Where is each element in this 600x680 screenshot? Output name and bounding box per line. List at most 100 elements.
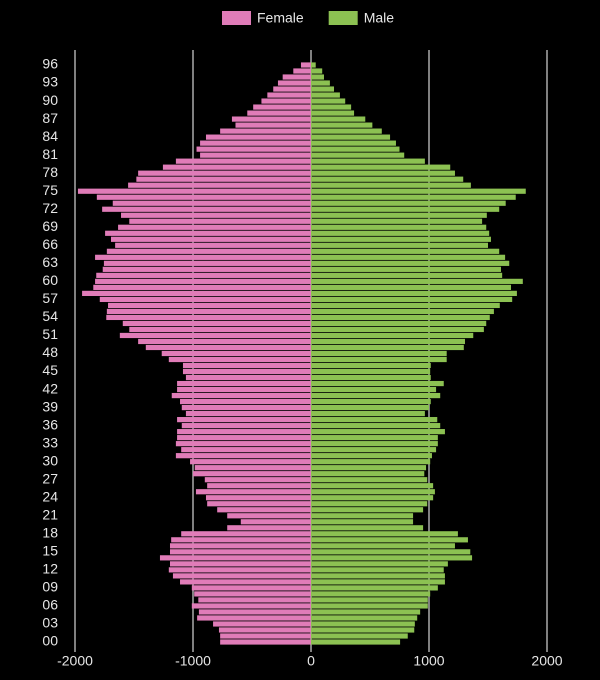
bar: [177, 429, 311, 435]
bar: [311, 579, 445, 585]
bar: [311, 284, 512, 290]
bar: [311, 68, 323, 74]
bar: [311, 338, 465, 345]
bar: [240, 519, 311, 525]
bar: [161, 350, 311, 357]
bar: [128, 182, 311, 188]
bar: [175, 441, 311, 447]
bar: [171, 392, 311, 399]
bar: [311, 597, 428, 603]
bar: [110, 236, 312, 242]
bar: [311, 423, 441, 429]
bar: [311, 86, 335, 92]
bar: [311, 326, 484, 333]
bar: [311, 362, 431, 369]
bar: [194, 465, 311, 471]
bar: [311, 158, 425, 164]
bar: [181, 404, 311, 411]
bar: [311, 621, 415, 627]
y-tick-label: 69: [42, 218, 58, 234]
y-tick-label: 87: [42, 110, 58, 126]
bar: [311, 116, 366, 122]
y-tick-label: 75: [42, 182, 58, 198]
bar: [311, 591, 431, 597]
bar: [311, 320, 487, 327]
y-tick-label: 12: [42, 561, 58, 577]
bar: [311, 278, 523, 284]
bar: [95, 254, 311, 260]
bar: [311, 272, 503, 278]
bar: [311, 80, 330, 86]
bar: [181, 447, 311, 453]
bar: [205, 134, 311, 140]
bar: [115, 242, 312, 248]
bar: [227, 525, 311, 531]
bar: [220, 639, 311, 645]
y-tick-label: 48: [42, 344, 58, 360]
bar: [175, 453, 311, 459]
bar: [311, 519, 414, 525]
y-tick-label: 09: [42, 579, 58, 595]
y-tick-label: 96: [42, 56, 58, 72]
y-tick-label: 18: [42, 525, 58, 541]
y-tick-label: 42: [42, 380, 58, 396]
bar: [311, 543, 455, 549]
bar: [311, 182, 471, 188]
bar: [217, 507, 311, 513]
bar: [182, 368, 311, 375]
y-tick-label: 90: [42, 92, 58, 108]
bar: [172, 573, 311, 579]
bar: [311, 332, 474, 339]
y-tick-label: 84: [42, 128, 58, 144]
bar: [213, 621, 311, 627]
bar: [311, 573, 445, 579]
bar: [311, 308, 494, 315]
bar: [311, 483, 434, 489]
bar: [159, 555, 311, 561]
y-tick-label: 27: [42, 470, 58, 486]
bar: [311, 374, 431, 381]
bar: [235, 122, 311, 128]
bar: [194, 591, 311, 597]
legend-label: Female: [257, 10, 304, 26]
bar: [105, 230, 311, 236]
bar: [177, 417, 311, 423]
bar: [145, 344, 311, 351]
bar: [136, 176, 311, 182]
bar: [99, 296, 311, 303]
bar: [311, 194, 516, 200]
bar: [103, 260, 311, 266]
bar: [311, 417, 438, 423]
bar: [77, 188, 311, 194]
bar: [138, 170, 311, 176]
bar: [311, 380, 444, 387]
y-tick-label: 66: [42, 236, 58, 252]
bar: [119, 332, 311, 339]
bar: [177, 380, 311, 387]
bar: [311, 639, 401, 645]
bar: [138, 338, 311, 345]
bar: [197, 615, 311, 621]
y-tick-label: 45: [42, 362, 58, 378]
bar: [207, 501, 311, 507]
bar: [311, 350, 447, 357]
bar: [311, 356, 447, 363]
bar: [198, 609, 311, 615]
bar: [311, 489, 435, 495]
bar: [198, 597, 311, 603]
bar: [181, 531, 311, 537]
bar: [181, 423, 311, 429]
bar: [311, 122, 373, 128]
legend-label: Male: [364, 10, 395, 26]
bar: [311, 212, 487, 218]
bar: [102, 266, 311, 272]
bar: [205, 495, 311, 501]
y-tick-label: 51: [42, 326, 58, 342]
bar: [311, 447, 437, 453]
bar: [311, 140, 396, 146]
bar: [247, 110, 311, 116]
bar: [168, 356, 311, 363]
bar: [311, 398, 431, 405]
bar: [311, 609, 421, 615]
